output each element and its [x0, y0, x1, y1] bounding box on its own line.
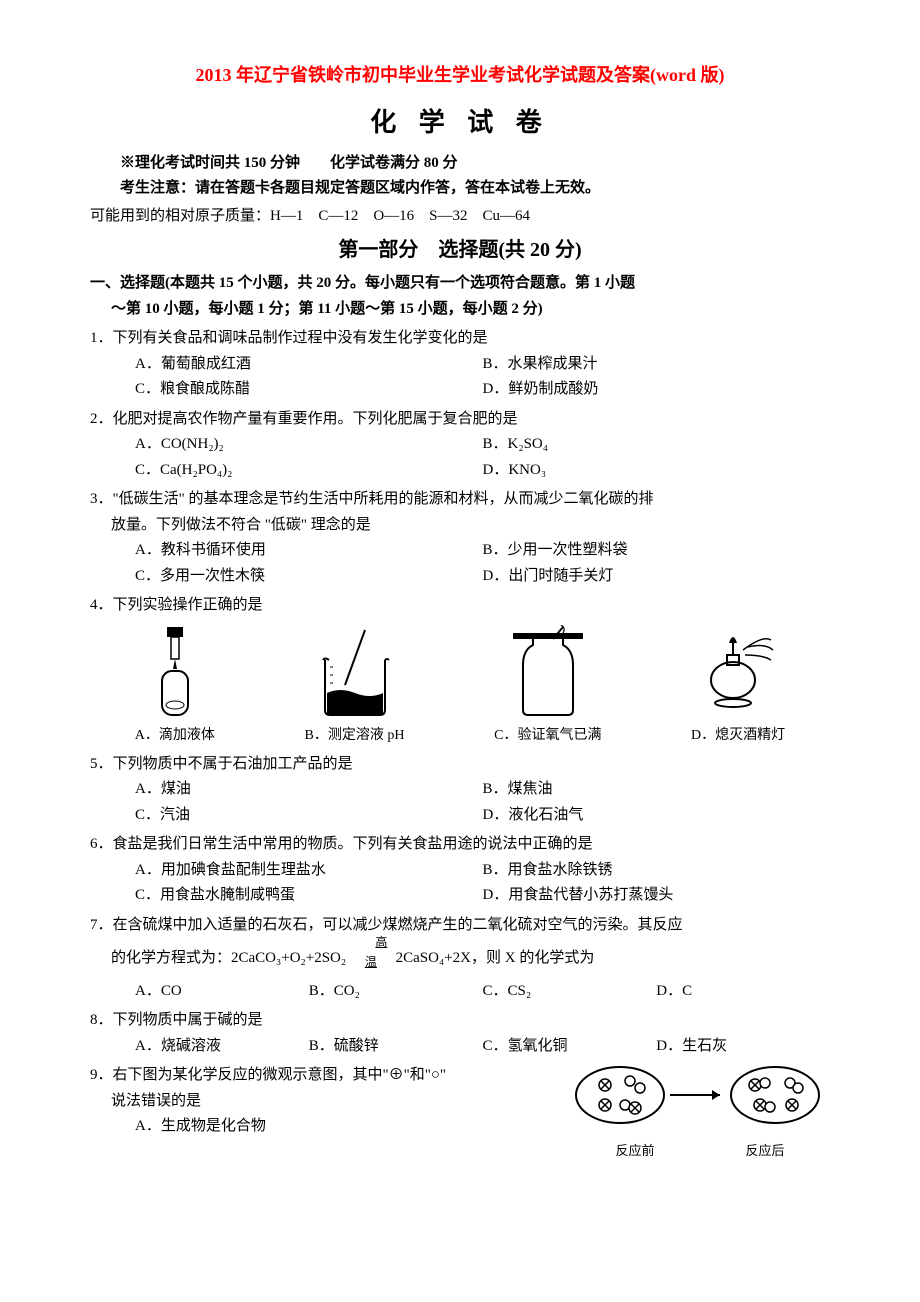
main-title: 2013 年辽宁省铁岭市初中毕业生学业考试化学试题及答案(word 版)	[90, 60, 830, 91]
q2-stem: 2．化肥对提高农作物产量有重要作用。下列化肥属于复合肥的是	[90, 407, 830, 433]
gas-bottle-icon	[503, 625, 593, 720]
q3-opt-c: C．多用一次性木筷	[135, 564, 483, 590]
q7-opt-a: A．CO	[135, 979, 309, 1005]
q7-eq-post: 2CaSO₄+2X，则 X 的化学式为	[396, 950, 595, 966]
sub-title: 化 学 试 卷	[90, 101, 830, 145]
notice: 考生注意：请在答题卡各题目规定答题区域内作答，答在本试卷上无效。	[90, 176, 830, 202]
q3-opt-a: A．教科书循环使用	[135, 538, 483, 564]
beaker-ph-icon	[305, 625, 405, 720]
q6-opt-c: C．用食盐水腌制咸鸭蛋	[135, 883, 483, 909]
q4-fig-d: D．熄灭酒精灯	[691, 625, 785, 748]
q9-after-label: 反应后	[745, 1140, 784, 1162]
q8-opt-c: C．氢氧化铜	[483, 1034, 657, 1060]
atomic-mass: 可能用到的相对原子质量：H—1 C—12 O—16 S—32 Cu—64	[90, 204, 830, 230]
q6-opt-a: A．用加碘食盐配制生理盐水	[135, 858, 483, 884]
section-head-l1: 一、选择题(本题共 15 个小题，共 20 分。每小题只有一个选项符合题意。第 …	[90, 271, 830, 297]
q9-diagram: 反应前 反应后	[570, 1063, 830, 1162]
q7-eq-pre: 的化学方程式为：2CaCO₃+O₂+2SO₂	[111, 950, 346, 966]
q7-opt-b: B．CO₂	[309, 979, 483, 1005]
q6-opt-d: D．用食盐代替小苏打蒸馒头	[483, 883, 831, 909]
q4-cap-b: B．测定溶液 pH	[305, 724, 405, 748]
q6-stem: 6．食盐是我们日常生活中常用的物质。下列有关食盐用途的说法中正确的是	[90, 832, 830, 858]
section-head-l2: ～第 10 小题，每小题 1 分；第 11 小题～第 15 小题，每小题 2 分…	[90, 297, 830, 323]
part-title: 第一部分 选择题(共 20 分)	[90, 233, 830, 267]
q8-stem: 8．下列物质中属于碱的是	[90, 1008, 830, 1034]
q9-before-label: 反应前	[615, 1140, 654, 1162]
q4-cap-d: D．熄灭酒精灯	[691, 724, 785, 748]
q1-stem: 1．下列有关食品和调味品制作过程中没有发生化学变化的是	[90, 326, 830, 352]
reaction-diagram-icon	[570, 1063, 830, 1133]
q7-opt-c: C．CS₂	[483, 979, 657, 1005]
q4-fig-c: C．验证氧气已满	[494, 625, 601, 748]
q8-opt-a: A．烧碱溶液	[135, 1034, 309, 1060]
q6-opt-b: B．用食盐水除铁锈	[483, 858, 831, 884]
q3-stem-l1: 3．"低碳生活" 的基本理念是节约生活中所耗用的能源和材料，从而减少二氧化碳的排	[90, 487, 830, 513]
q2-opt-d: D．KNO₃	[483, 458, 831, 484]
q3-stem-l2: 放量。下列做法不符合 "低碳" 理念的是	[90, 513, 830, 539]
q4-fig-b: B．测定溶液 pH	[305, 625, 405, 748]
q5-opt-c: C．汽油	[135, 803, 483, 829]
q1-opt-d: D．鲜奶制成酸奶	[483, 377, 831, 403]
q5-stem: 5．下列物质中不属于石油加工产品的是	[90, 752, 830, 778]
q4-cap-c: C．验证氧气已满	[494, 724, 601, 748]
q7-condition: 高温	[350, 938, 392, 979]
dropper-icon	[140, 625, 210, 720]
q2-opt-a: A．CO(NH₂)₂	[135, 432, 483, 458]
q2-opt-b: B．K₂SO₄	[483, 432, 831, 458]
q8-opt-b: B．硫酸锌	[309, 1034, 483, 1060]
q5-opt-b: B．煤焦油	[483, 777, 831, 803]
q5-opt-a: A．煤油	[135, 777, 483, 803]
q1-opt-b: B．水果榨成果汁	[483, 352, 831, 378]
q4-fig-a: A．滴加液体	[135, 625, 215, 748]
alcohol-lamp-icon	[693, 625, 783, 720]
q1-opt-c: C．粮食酿成陈醋	[135, 377, 483, 403]
q3-opt-d: D．出门时随手关灯	[483, 564, 831, 590]
q3-opt-b: B．少用一次性塑料袋	[483, 538, 831, 564]
q8-opt-d: D．生石灰	[656, 1034, 830, 1060]
q1-opt-a: A．葡萄酿成红酒	[135, 352, 483, 378]
exam-info: ※理化考试时间共 150 分钟 化学试卷满分 80 分	[90, 151, 830, 177]
q7-opt-d: D．C	[656, 979, 830, 1005]
q5-opt-d: D．液化石油气	[483, 803, 831, 829]
q7-stem-l1: 7．在含硫煤中加入适量的石灰石，可以减少煤燃烧产生的二氧化硫对空气的污染。其反应	[90, 913, 830, 939]
q7-stem-l2: 的化学方程式为：2CaCO₃+O₂+2SO₂ 高温 2CaSO₄+2X，则 X …	[90, 938, 830, 979]
q4-stem: 4．下列实验操作正确的是	[90, 593, 830, 619]
q4-cap-a: A．滴加液体	[135, 724, 215, 748]
q2-opt-c: C．Ca(H₂PO₄)₂	[135, 458, 483, 484]
